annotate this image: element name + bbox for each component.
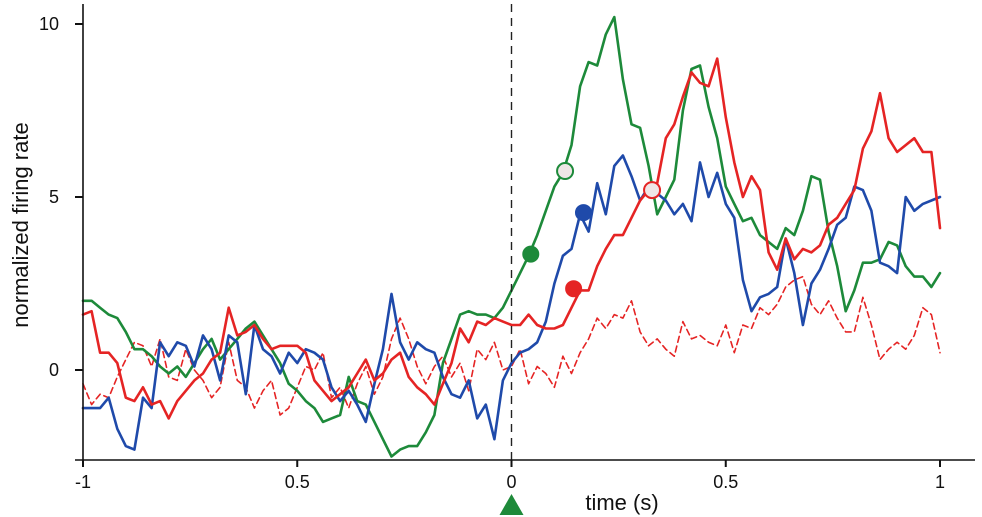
filled-marker [522, 245, 540, 263]
y-tick-label: 10 [39, 14, 59, 34]
series-line [81, 57, 942, 420]
event-marker-triangle [499, 494, 524, 515]
x-axis-ticks: -1 0.5 0 0.5 1 [75, 460, 945, 492]
x-tick-label: -1 [75, 472, 91, 492]
marker-layer [522, 162, 662, 298]
x-tick-label: 0.5 [285, 472, 310, 492]
y-tick-label: 0 [49, 360, 59, 380]
y-tick-label: 5 [49, 187, 59, 207]
open-marker [556, 162, 575, 181]
series-line [81, 154, 942, 451]
x-axis-title: time (s) [585, 490, 658, 515]
x-tick-label: 0.5 [713, 472, 738, 492]
filled-marker [574, 204, 592, 222]
y-axis-ticks: 0 5 10 [39, 14, 83, 380]
x-tick-label: 0 [506, 472, 516, 492]
y-axis-title: normalized firing rate [8, 122, 33, 327]
series-line [81, 15, 942, 458]
x-tick-label: 1 [935, 472, 945, 492]
open-marker [643, 181, 662, 200]
filled-marker [565, 280, 583, 298]
series-layer [81, 15, 942, 458]
